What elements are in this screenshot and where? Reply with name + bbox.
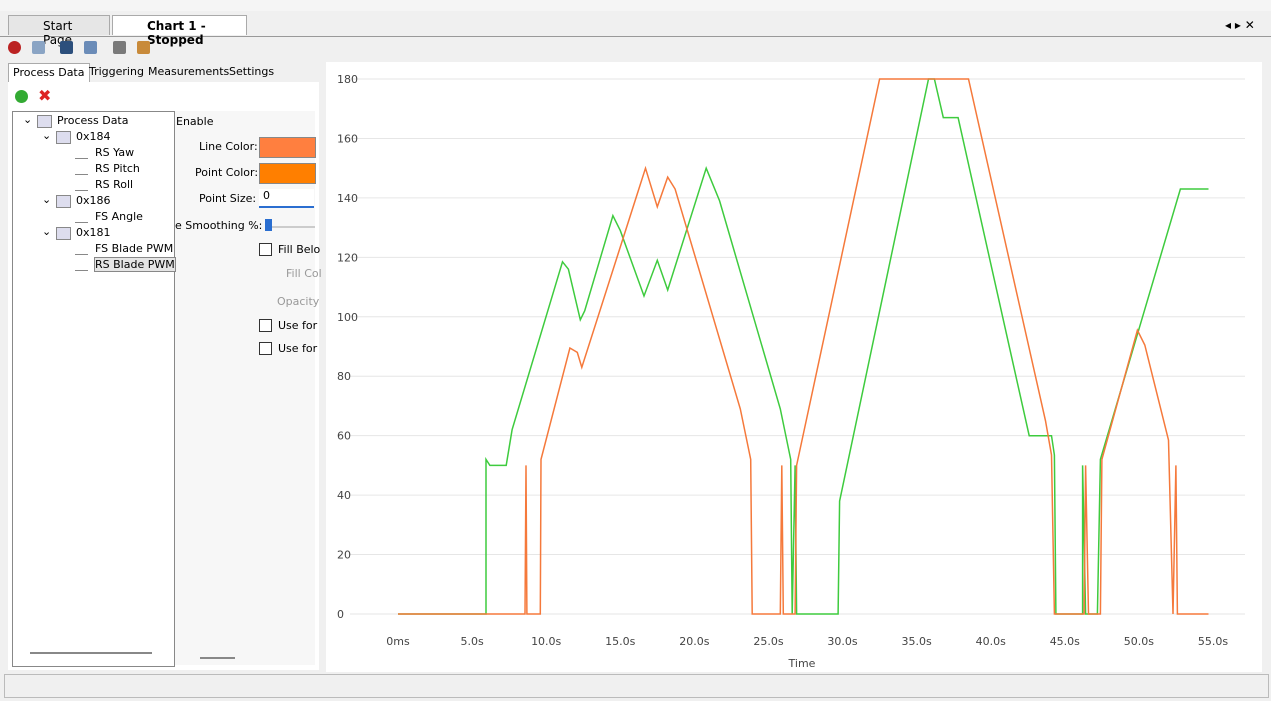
point-color-swatch[interactable]	[259, 163, 316, 184]
tree-icon	[75, 163, 88, 175]
tree-node[interactable]: RS Blade PWM	[94, 257, 176, 272]
tree-icon	[37, 115, 52, 128]
y-tick-label: 40	[337, 489, 351, 502]
slider-track	[265, 226, 315, 228]
x-tick-label: 0ms	[386, 635, 410, 648]
toolbar-button[interactable]	[113, 41, 126, 54]
label: Use for	[278, 319, 318, 332]
scrollbar	[30, 652, 152, 654]
x-tick-label: 15.0s	[605, 635, 635, 648]
record-button[interactable]	[8, 41, 21, 54]
tree-icon	[75, 211, 88, 223]
expander[interactable]: ⌄	[23, 113, 33, 126]
label: Point Color:	[195, 166, 259, 179]
tree-view	[12, 111, 175, 667]
line-color-swatch[interactable]	[259, 137, 316, 158]
save-button[interactable]	[60, 41, 73, 54]
x-tick-label: 20.0s	[679, 635, 709, 648]
toolbar-button[interactable]	[32, 41, 45, 54]
toolbar	[0, 0, 1271, 11]
x-tick-label: 5.0s	[460, 635, 483, 648]
label: Enable	[176, 115, 214, 128]
x-axis-title: Time	[788, 657, 816, 670]
tree-node[interactable]: RS Roll	[95, 178, 134, 191]
scrollbar	[200, 657, 235, 659]
x-tick-label: 25.0s	[753, 635, 783, 648]
checkbox[interactable]	[259, 342, 272, 355]
tree-icon	[56, 131, 71, 144]
label: Use for	[278, 342, 318, 355]
add-button[interactable]	[15, 90, 28, 103]
remove-button[interactable]: ✖	[38, 86, 52, 105]
tree-node[interactable]: 0x186	[76, 194, 111, 207]
side-tab-active[interactable]: Process Data	[8, 63, 90, 82]
tree-node[interactable]: 0x181	[76, 226, 111, 239]
label: Fill Col	[286, 267, 322, 280]
x-tick-label: 50.0s	[1124, 635, 1154, 648]
label: Opacity	[277, 295, 320, 308]
label: Point Size:	[199, 192, 257, 205]
x-tick-label: 10.0s	[531, 635, 561, 648]
tree-node[interactable]: FS Angle	[95, 210, 143, 223]
tree-node[interactable]: Process Data	[57, 114, 129, 127]
toolbar-button[interactable]	[137, 41, 150, 54]
checkbox[interactable]	[259, 243, 272, 256]
doc-tab-active[interactable]: Chart 1 - Stopped	[112, 15, 247, 47]
y-tick-label: 120	[337, 251, 358, 264]
tab-strip-line	[0, 36, 1271, 37]
slider-thumb[interactable]	[265, 219, 272, 231]
tree-node[interactable]: RS Yaw	[95, 146, 135, 159]
point-size-input[interactable]: 0	[259, 189, 314, 208]
expander[interactable]: ⌄	[42, 193, 52, 206]
x-tick-label: 35.0s	[902, 635, 932, 648]
tree-icon	[75, 147, 88, 159]
tree-icon	[75, 179, 88, 191]
window-controls[interactable]: ◂ ▸ ✕	[1225, 18, 1255, 32]
y-tick-label: 0	[337, 608, 344, 621]
y-tick-label: 160	[337, 132, 358, 145]
status-bar	[4, 674, 1269, 698]
y-tick-label: 180	[337, 73, 358, 86]
x-tick-label: 30.0s	[827, 635, 857, 648]
y-tick-label: 140	[337, 192, 358, 205]
series-line	[398, 78, 1209, 615]
tree-node[interactable]: 0x184	[76, 130, 111, 143]
chart: Time 0 20 40 60 80 100 120 140 160 180 0ms 5.0s 10.0…	[326, 62, 1262, 672]
tree-node[interactable]: RS Pitch	[95, 162, 140, 175]
y-tick-label: 100	[337, 311, 358, 324]
tree-icon	[75, 259, 88, 271]
label: Fill Belo	[278, 243, 321, 256]
expander[interactable]: ⌄	[42, 129, 52, 142]
tree-icon	[56, 195, 71, 208]
y-tick-label: 20	[337, 549, 351, 562]
side-tab[interactable]: Settings	[229, 65, 275, 78]
label: e Smoothing %:	[175, 219, 263, 232]
x-tick-label: 40.0s	[976, 635, 1006, 648]
tree-node[interactable]: FS Blade PWM	[95, 242, 174, 255]
side-tab[interactable]: Measurements	[148, 65, 230, 78]
checkbox[interactable]	[259, 319, 272, 332]
tree-icon	[75, 243, 88, 255]
y-tick-label: 80	[337, 370, 351, 383]
x-tick-label: 45.0s	[1050, 635, 1080, 648]
y-tick-label: 60	[337, 430, 351, 443]
label: Line Color:	[199, 140, 258, 153]
doc-tab[interactable]: Start Page	[8, 15, 110, 47]
expander[interactable]: ⌄	[42, 225, 52, 238]
x-tick-label: 55.0s	[1198, 635, 1228, 648]
side-tab[interactable]: Triggering	[89, 65, 144, 78]
tree-icon	[56, 227, 71, 240]
toolbar-button[interactable]	[84, 41, 97, 54]
